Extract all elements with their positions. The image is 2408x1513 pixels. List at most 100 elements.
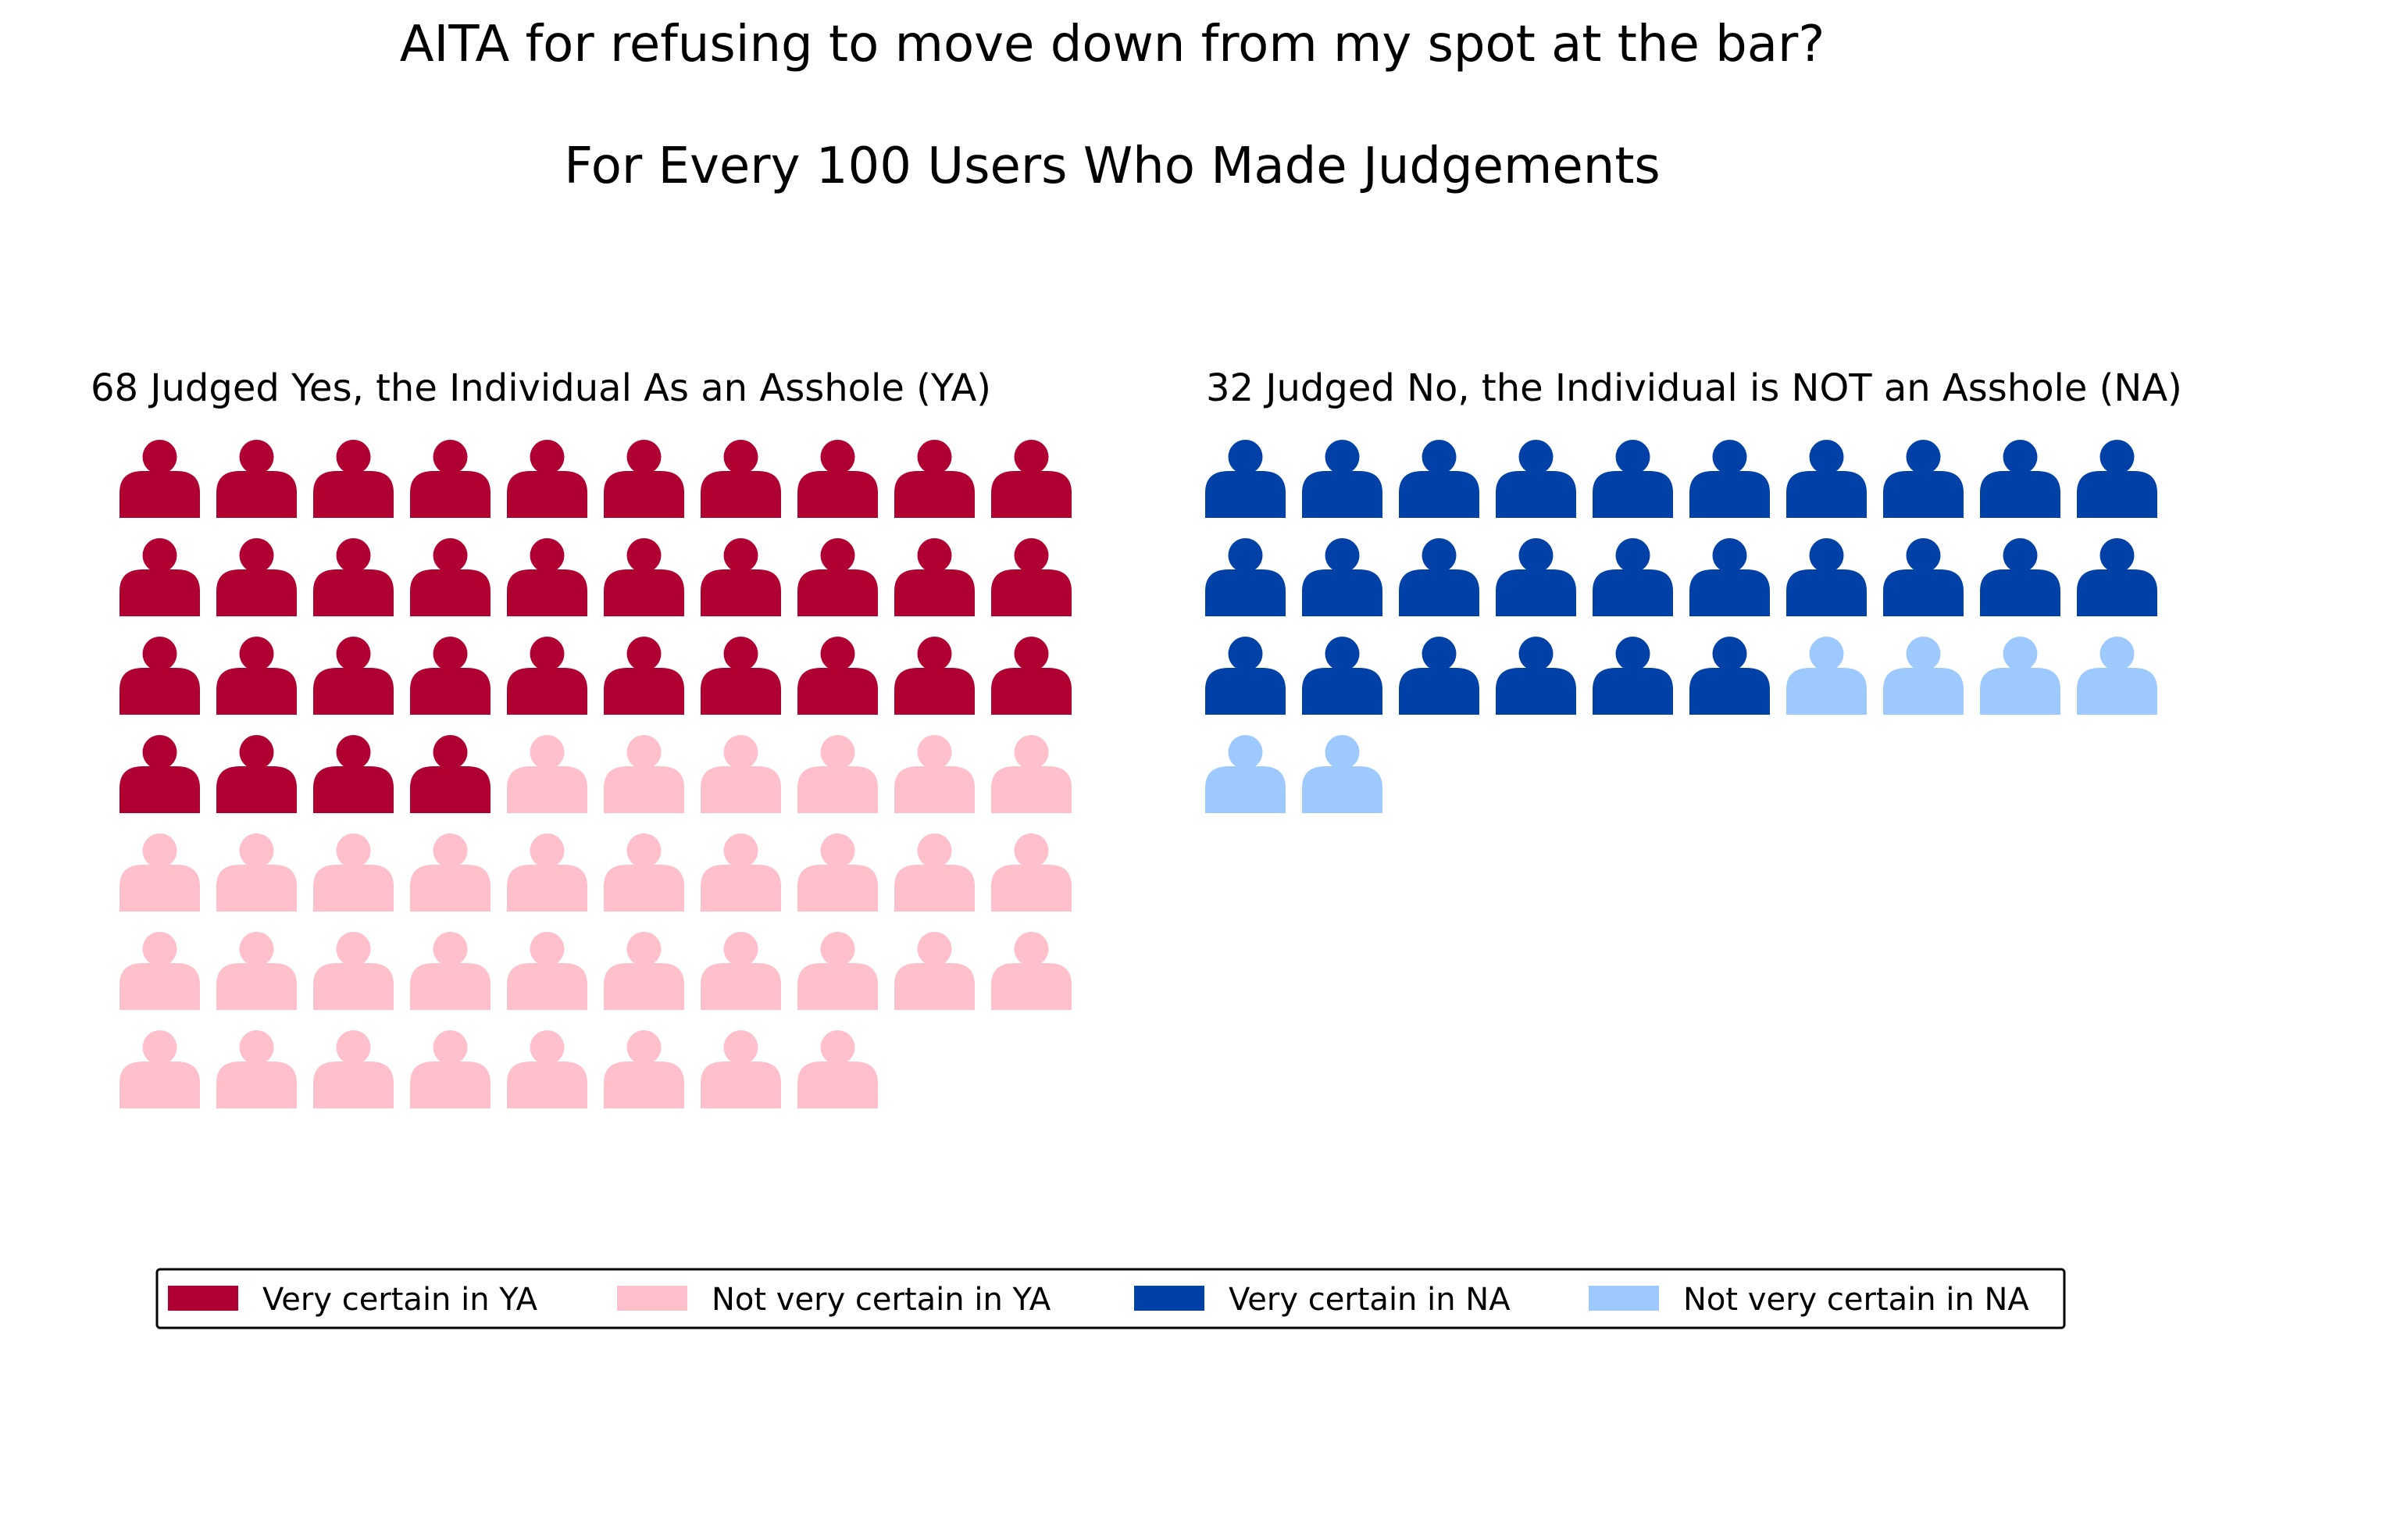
person-icon-head: [1906, 440, 1941, 474]
person-icon-body: [507, 471, 587, 518]
person-icon-head: [433, 1030, 468, 1065]
ya-panel-label: 68 Judged Yes, the Individual As an Assh…: [91, 366, 991, 410]
person-icon-head: [1712, 637, 1747, 671]
person-icon-ya-not-very-certain: [507, 932, 587, 1010]
person-icon-na-very-certain: [1786, 538, 1867, 616]
person-icon-head: [917, 440, 952, 474]
person-icon-body: [894, 569, 975, 616]
person-icon-ya-very-certain: [507, 538, 587, 616]
person-icon-head: [820, 637, 855, 671]
person-icon-head: [2003, 538, 2038, 573]
person-icon-body: [216, 865, 297, 912]
person-icon-body: [1593, 471, 1673, 518]
person-icon-head: [1422, 440, 1457, 474]
person-icon-ya-not-very-certain: [604, 735, 684, 813]
person-icon-head: [239, 538, 274, 573]
person-icon-body: [507, 1062, 587, 1108]
person-icon-body: [507, 569, 587, 616]
person-icon-head: [1809, 440, 1844, 474]
na-icon-grid: [1205, 440, 2157, 813]
person-icon-head: [626, 440, 662, 474]
person-icon-ya-very-certain: [216, 637, 297, 715]
person-icon-na-not-very-certain: [1205, 735, 1286, 813]
person-icon-ya-not-very-certain: [604, 932, 684, 1010]
person-icon-na-very-certain: [1980, 538, 2060, 616]
person-icon-body: [1399, 471, 1479, 518]
legend-swatch-not-very-certain-na: [1589, 1286, 1659, 1311]
person-icon-body: [313, 668, 394, 715]
person-icon-head: [142, 637, 177, 671]
person-icon-na-very-certain: [1883, 538, 1964, 616]
person-icon-body: [1496, 471, 1576, 518]
person-icon-ya-very-certain: [313, 440, 394, 518]
person-icon-body: [991, 963, 1072, 1010]
person-icon-na-not-very-certain: [1883, 637, 1964, 715]
person-icon-ya-very-certain: [507, 440, 587, 518]
person-icon-head: [530, 538, 565, 573]
person-icon-ya-not-very-certain: [991, 735, 1072, 813]
person-icon-head: [723, 932, 758, 966]
person-icon-head: [820, 1030, 855, 1065]
person-icon-head: [239, 637, 274, 671]
person-icon-head: [626, 1030, 662, 1065]
person-icon-ya-very-certain: [797, 538, 878, 616]
person-icon-body: [120, 569, 200, 616]
legend-swatch-very-certain-ya: [168, 1286, 238, 1311]
person-icon-na-very-certain: [2077, 440, 2157, 518]
person-icon-head: [1014, 735, 1049, 769]
person-icon-head: [239, 440, 274, 474]
person-icon-body: [313, 471, 394, 518]
person-icon-body: [1786, 471, 1867, 518]
person-icon-ya-not-very-certain: [120, 833, 200, 912]
person-icon-head: [917, 932, 952, 966]
person-icon-body: [894, 471, 975, 518]
person-icon-body: [216, 963, 297, 1010]
person-icon-ya-not-very-certain: [507, 833, 587, 912]
person-icon-ya-very-certain: [120, 637, 200, 715]
person-icon-ya-not-very-certain: [701, 833, 781, 912]
person-icon-head: [820, 735, 855, 769]
person-icon-body: [604, 1062, 684, 1108]
person-icon-head: [433, 833, 468, 868]
chart-subtitle: For Every 100 Users Who Made Judgements: [564, 137, 1661, 195]
person-icon-body: [894, 668, 975, 715]
person-icon-head: [723, 440, 758, 474]
person-icon-head: [1906, 637, 1941, 671]
person-icon-head: [1422, 538, 1457, 573]
person-icon-head: [433, 932, 468, 966]
person-icon-body: [1593, 668, 1673, 715]
person-icon-ya-not-very-certain: [991, 932, 1072, 1010]
person-icon-head: [1014, 440, 1049, 474]
person-icon-body: [1302, 766, 1382, 813]
person-icon-head: [433, 538, 468, 573]
person-icon-ya-not-very-certain: [797, 1030, 878, 1108]
person-icon-ya-not-very-certain: [991, 833, 1072, 912]
person-icon-body: [1496, 569, 1576, 616]
person-icon-head: [336, 833, 371, 868]
person-icon-body: [991, 471, 1072, 518]
person-icon-head: [1615, 637, 1650, 671]
person-icon-ya-not-very-certain: [797, 833, 878, 912]
person-icon-body: [894, 766, 975, 813]
person-icon-body: [1980, 668, 2060, 715]
person-icon-head: [433, 637, 468, 671]
person-icon-ya-not-very-certain: [894, 833, 975, 912]
person-icon-ya-very-certain: [120, 538, 200, 616]
person-icon-na-very-certain: [1496, 637, 1576, 715]
person-icon-ya-very-certain: [701, 440, 781, 518]
person-icon-body: [120, 1062, 200, 1108]
person-icon-body: [991, 865, 1072, 912]
person-icon-body: [797, 668, 878, 715]
person-icon-head: [142, 735, 177, 769]
person-icon-na-very-certain: [1593, 440, 1673, 518]
person-icon-head: [1422, 637, 1457, 671]
person-icon-head: [530, 440, 565, 474]
person-icon-head: [1325, 538, 1360, 573]
person-icon-body: [216, 766, 297, 813]
person-icon-body: [604, 471, 684, 518]
person-icon-na-very-certain: [1593, 637, 1673, 715]
person-icon-head: [142, 932, 177, 966]
person-icon-ya-very-certain: [701, 538, 781, 616]
person-icon-ya-very-certain: [313, 637, 394, 715]
person-icon-body: [216, 569, 297, 616]
